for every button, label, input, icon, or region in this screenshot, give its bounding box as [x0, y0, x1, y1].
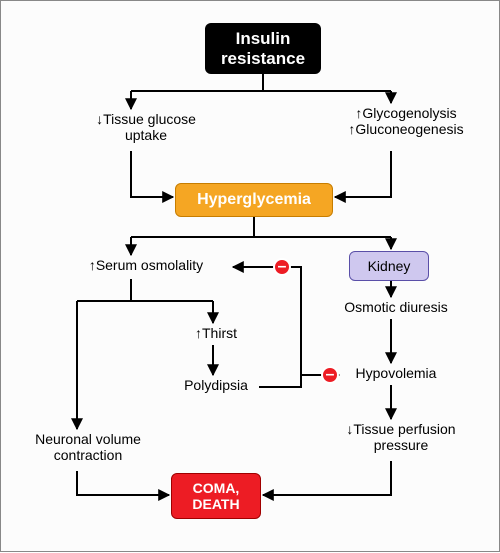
- node-hyperglycemia: Hyperglycemia: [175, 183, 333, 217]
- label: uptake: [125, 127, 167, 143]
- node-tissue-perfusion-pressure: ↓Tissue perfusion pressure: [321, 421, 481, 461]
- inhibitor-glyph: –: [278, 258, 287, 276]
- label: ↑Thirst: [195, 325, 237, 341]
- node-kidney: Kidney: [349, 251, 429, 281]
- label: ↑Gluconeogenesis: [348, 121, 463, 137]
- label: Insulin: [236, 29, 291, 49]
- node-tissue-glucose-uptake: ↓Tissue glucose uptake: [61, 111, 231, 151]
- node-osmotic-diuresis: Osmotic diuresis: [321, 299, 471, 319]
- node-serum-osmolality: ↑Serum osmolality: [61, 257, 231, 279]
- node-thirst: ↑Thirst: [171, 325, 261, 345]
- node-insulin-resistance: Insulin resistance: [205, 23, 321, 74]
- label: Osmotic diuresis: [344, 299, 447, 315]
- label: ↓Tissue perfusion: [346, 421, 455, 437]
- node-polydipsia: Polydipsia: [171, 377, 261, 397]
- label: ↓Tissue glucose: [96, 111, 196, 127]
- label: Hypovolemia: [356, 365, 437, 381]
- node-hypovolemia: Hypovolemia: [341, 365, 451, 385]
- label: pressure: [374, 437, 428, 453]
- node-glycogenolysis-gluconeogenesis: ↑Glycogenolysis ↑Gluconeogenesis: [321, 105, 491, 149]
- label: Hyperglycemia: [197, 191, 311, 209]
- inhibitor-icon: –: [273, 258, 291, 276]
- label: ↑Glycogenolysis: [355, 105, 456, 121]
- inhibitor-glyph: –: [326, 366, 335, 384]
- label: resistance: [221, 49, 305, 69]
- label: Neuronal volume: [35, 431, 141, 447]
- label: DEATH: [192, 496, 239, 512]
- label: COMA,: [193, 480, 240, 496]
- label: contraction: [54, 447, 122, 463]
- label: ↑Serum osmolality: [89, 257, 203, 273]
- node-coma-death: COMA, DEATH: [171, 473, 261, 519]
- label: Kidney: [368, 258, 411, 274]
- inhibitor-icon: –: [321, 366, 339, 384]
- diagram-canvas: Insulin resistance ↓Tissue glucose uptak…: [0, 0, 500, 552]
- label: Polydipsia: [184, 377, 248, 393]
- node-neuronal-volume-contraction: Neuronal volume contraction: [13, 431, 163, 471]
